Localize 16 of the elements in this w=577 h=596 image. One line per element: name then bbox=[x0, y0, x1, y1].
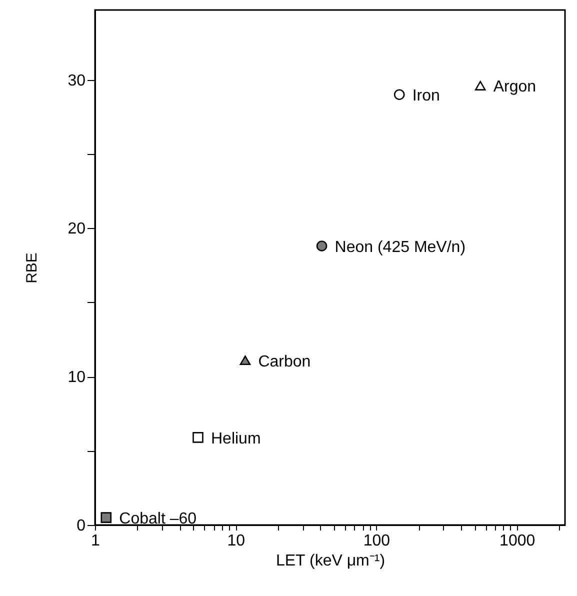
y-tick-label: 10 bbox=[68, 369, 86, 386]
x-tick-label: 100 bbox=[363, 532, 390, 550]
series-label: Iron bbox=[412, 88, 440, 105]
series-label: Neon (425 MeV/n) bbox=[334, 238, 466, 256]
y-tick-label: 30 bbox=[68, 72, 86, 90]
y-tick-label: 0 bbox=[76, 518, 86, 534]
y-tick-label: 20 bbox=[68, 220, 86, 238]
x-axis-title: LET (keV μm⁻¹) bbox=[276, 552, 386, 570]
series-label: Carbon bbox=[258, 353, 311, 370]
x-tick-label: 1000 bbox=[500, 532, 536, 550]
y-axis-title: RBE bbox=[24, 252, 41, 284]
x-tick-label: 10 bbox=[227, 532, 246, 550]
series-label: Argon bbox=[493, 78, 536, 96]
x-tick-label: 1 bbox=[91, 532, 100, 550]
series-label: Cobalt –60 bbox=[119, 510, 197, 528]
series-label: Helium bbox=[210, 430, 261, 448]
